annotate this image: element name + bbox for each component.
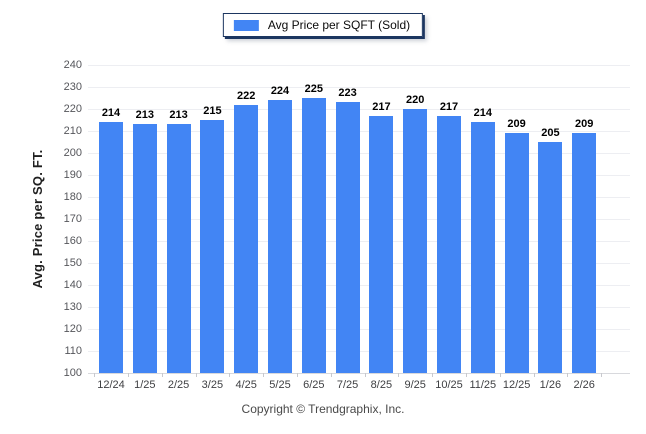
bar-value-label: 220 xyxy=(406,94,425,106)
bar xyxy=(200,120,225,373)
bar xyxy=(99,122,123,373)
bar xyxy=(268,100,292,373)
bar xyxy=(504,133,529,373)
y-tick-label: 140 xyxy=(63,279,82,291)
y-tick-label: 190 xyxy=(63,169,82,181)
y-tick-label: 200 xyxy=(63,147,82,159)
axis-tick xyxy=(195,373,197,377)
y-tick-label: 130 xyxy=(63,301,82,313)
bar xyxy=(369,115,394,373)
x-tick-label: 7/25 xyxy=(336,379,359,391)
bar xyxy=(403,109,428,373)
x-tick-label: 9/25 xyxy=(404,379,426,391)
legend-label: Avg Price per SQFT (Sold) xyxy=(267,18,411,32)
x-tick-label: 6/25 xyxy=(303,379,325,391)
bar-value-label: 222 xyxy=(237,89,256,102)
y-tick-label: 220 xyxy=(63,103,82,115)
y-tick-label: 160 xyxy=(63,235,82,247)
grid-line xyxy=(88,87,630,88)
y-tick-label: 230 xyxy=(63,81,82,93)
legend-swatch-icon xyxy=(233,19,259,31)
axis-tick xyxy=(567,373,569,377)
bar-value-label: 217 xyxy=(372,100,391,113)
x-tick-label: 2/26 xyxy=(573,379,595,391)
bar-value-label: 209 xyxy=(575,118,594,131)
axis-tick xyxy=(465,373,467,377)
axis-tick xyxy=(601,373,603,377)
axis-tick xyxy=(398,373,400,377)
bar-value-label: 215 xyxy=(203,105,222,117)
x-tick-label: 11/25 xyxy=(469,379,497,391)
x-tick-label: 12/24 xyxy=(97,379,125,391)
axis-tick xyxy=(330,373,332,377)
y-tick-label: 180 xyxy=(63,191,82,203)
bar xyxy=(572,133,597,373)
bar-value-label: 217 xyxy=(439,100,459,113)
x-tick-label: 3/25 xyxy=(201,379,224,391)
y-tick-label: 170 xyxy=(63,213,82,225)
x-tick-label: 10/25 xyxy=(435,379,463,391)
axis-tick xyxy=(229,373,231,377)
bar xyxy=(538,142,563,373)
axis-tick xyxy=(161,373,163,377)
bar-value-label: 225 xyxy=(304,83,323,95)
axis-tick xyxy=(296,373,298,377)
bar xyxy=(301,98,326,373)
bar-value-label: 213 xyxy=(135,109,154,122)
bar xyxy=(470,122,495,373)
axis-tick xyxy=(533,373,535,377)
bar-value-label: 214 xyxy=(101,107,121,120)
axis-tick xyxy=(94,373,96,377)
y-tick-label: 120 xyxy=(63,323,82,335)
x-tick-label: 5/25 xyxy=(269,379,291,391)
bar xyxy=(234,104,259,373)
axis-tick xyxy=(127,373,129,377)
x-tick-label: 8/25 xyxy=(370,379,393,391)
y-tick-label: 210 xyxy=(63,125,82,137)
bar xyxy=(132,124,157,373)
y-tick-label: 110 xyxy=(64,345,82,357)
bar xyxy=(437,115,461,373)
y-axis-title: Avg. Price per SQ. FT. xyxy=(30,149,45,289)
bar-value-label: 224 xyxy=(270,85,290,98)
axis-tick xyxy=(263,373,265,377)
x-tick-label: 12/25 xyxy=(502,379,531,391)
plot-area: 214 213 213 215 222 224 225 223 217 220 217 214 209 2… xyxy=(88,65,630,377)
bar xyxy=(166,124,191,373)
bar-value-label: 214 xyxy=(473,107,492,120)
y-tick-label: 150 xyxy=(63,257,82,269)
x-axis-baseline xyxy=(88,373,630,374)
x-tick-label: 4/25 xyxy=(235,379,257,391)
bar-value-label: 209 xyxy=(507,118,526,131)
legend: Avg Price per SQFT (Sold) xyxy=(222,13,424,37)
y-tick-label: 100 xyxy=(63,367,82,379)
x-tick-label: 1/26 xyxy=(539,379,562,391)
x-tick-label: 1/25 xyxy=(134,379,156,391)
copyright-text: Copyright © Trendgraphix, Inc. xyxy=(241,402,405,416)
axis-tick xyxy=(364,373,366,377)
axis-tick xyxy=(499,373,501,377)
bar-value-label: 223 xyxy=(338,87,357,100)
bar xyxy=(335,102,360,373)
grid-line xyxy=(88,65,630,66)
y-tick-label: 240 xyxy=(63,59,82,71)
axis-tick xyxy=(432,373,434,377)
bar-value-label: 213 xyxy=(169,109,188,122)
x-tick-label: 2/25 xyxy=(167,379,190,391)
bar-value-label: 205 xyxy=(541,127,560,139)
